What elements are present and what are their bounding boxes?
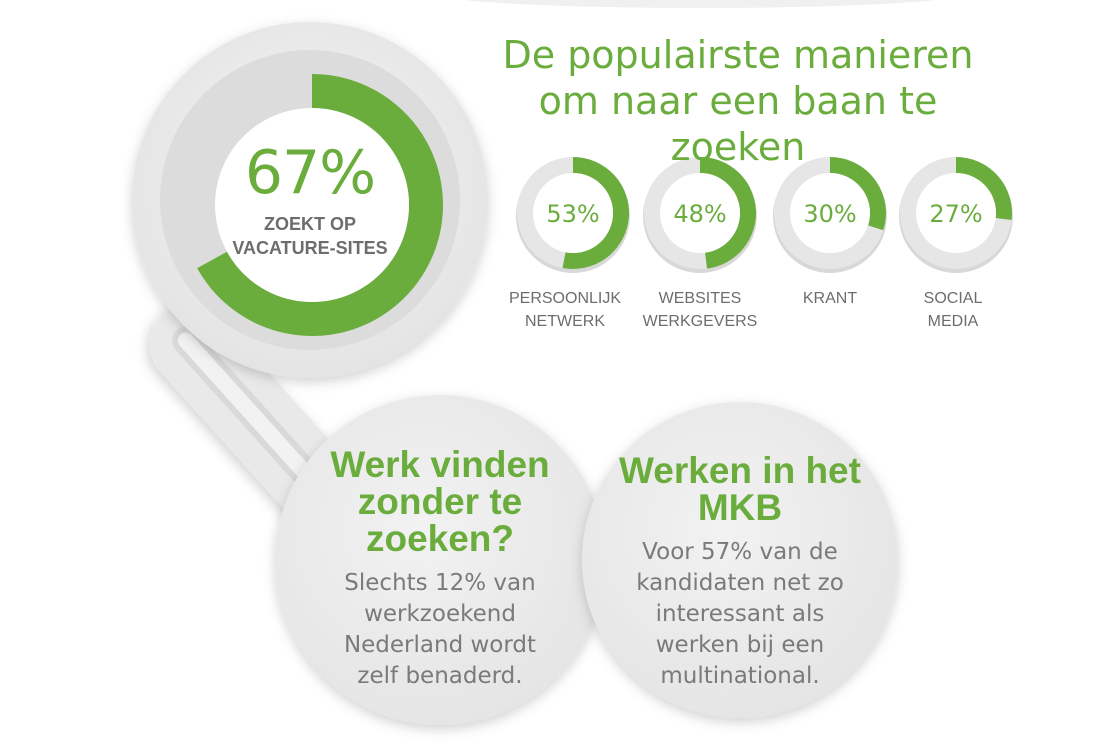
category-label-persoonlijk-netwerk: PERSOONLIJK NETWERK: [508, 290, 622, 330]
top-shadow: [465, 0, 935, 8]
category-label-krant: KRANT: [802, 290, 858, 307]
value-label-persoonlijk-netwerk: 53%: [546, 200, 600, 228]
donut-segment-social-media: [955, 157, 1012, 221]
main-donut-chart: [197, 74, 443, 336]
bubble-right-shape: [582, 402, 898, 718]
headline: De populairste manieren om naar een baan…: [502, 33, 974, 169]
bubble-left-shape: [275, 395, 605, 725]
main-caption: ZOEKT OP VACATURE-SITES: [232, 214, 388, 258]
value-label-social-media: 27%: [929, 200, 983, 228]
donut-segment-krant: [829, 157, 886, 231]
small-donut-charts: [516, 157, 1013, 273]
main-percentage: 67%: [244, 138, 376, 208]
donut-segment-social-media-center: [916, 173, 996, 253]
donut-segment-websites-werkgevers: [699, 157, 756, 269]
donut-segment-krant-center: [790, 173, 870, 253]
main-donut-segment: [197, 74, 443, 336]
main-donut-segment-center: [215, 108, 409, 302]
donut-segment-websites-werkgevers-center: [660, 173, 740, 253]
bubble-right-title: Werken in het MKB: [619, 450, 861, 528]
category-label-websites-werkgevers: WEBSITES WERKGEVERS: [642, 290, 758, 330]
donut-segment-persoonlijk-netwerk: [562, 157, 629, 269]
category-label-social-media: SOCIAL MEDIA: [923, 290, 983, 330]
value-label-krant: 30%: [803, 200, 857, 228]
bubble-left-title: Werk vinden zonder te zoeken?: [330, 444, 550, 559]
bubble-left-body: Slechts 12% van werkzoekend Nederland wo…: [343, 570, 537, 689]
bubble-right-body: Voor 57% van de kandidaten net zo intere…: [636, 539, 844, 689]
donut-segment-persoonlijk-netwerk-center: [533, 173, 613, 253]
value-label-websites-werkgevers: 48%: [673, 200, 727, 228]
